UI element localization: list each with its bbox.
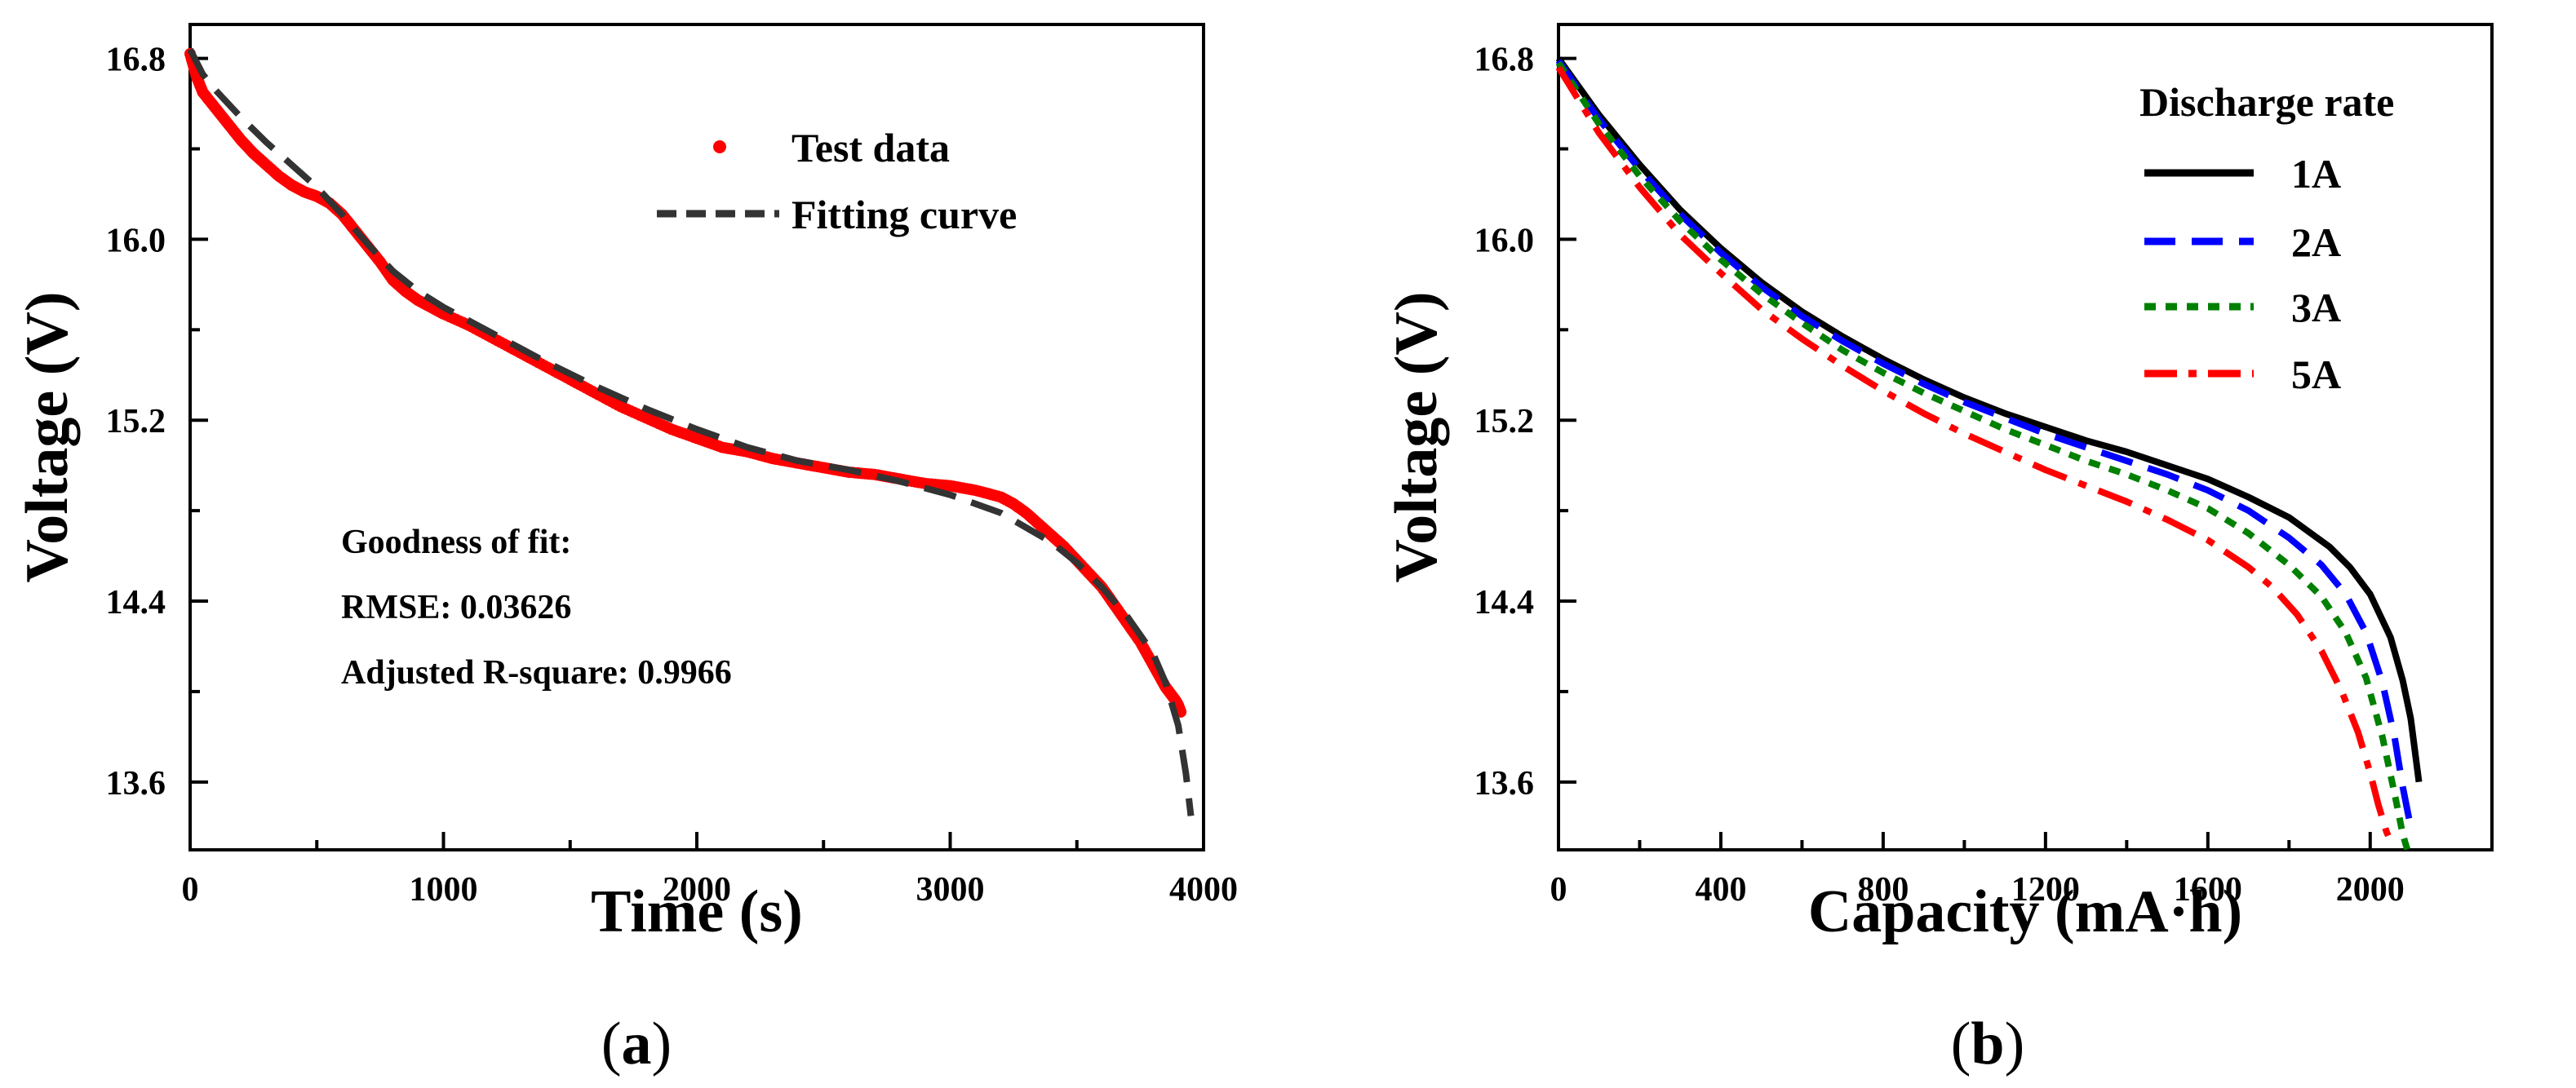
panel-a-x-tick-label: 2000	[663, 871, 731, 909]
panel-a: 0 1000 2000 3000 4000 13.6 14.4 15.2 16.0 16.8 Ti…	[14, 23, 1239, 1077]
panel-a-y-tick-label: 13.6	[106, 765, 166, 803]
legend-title-discharge-rate: Discharge rate	[2139, 79, 2394, 125]
legend-label-fitting-curve: Fitting curve	[791, 192, 1017, 237]
panel-b-y-tick-label: 16.8	[1474, 42, 1535, 79]
panel-b-x-tick-label: 800	[1857, 871, 1909, 909]
panel-b-x-tick-label: 2000	[2336, 871, 2405, 909]
panel-a-x-tick-label: 4000	[1169, 871, 1238, 909]
panel-a-x-axis-label: Time (s)	[591, 878, 803, 945]
series-line-fitting-curve	[187, 47, 1195, 816]
panel-b-ticks: 0 400 800 1200 1600 2000 13.6 14.4 15.2 16.0 16.8	[1474, 42, 2405, 909]
panel-a-series	[184, 47, 1195, 816]
panel-a-legend: Test data Fitting curve	[657, 125, 1017, 237]
panel-a-label-close-paren: )	[652, 1011, 672, 1077]
legend-label-2a: 2A	[2291, 219, 2341, 265]
legend-marker-test-data	[713, 140, 726, 153]
annotation-rmse: RMSE: 0.03626	[341, 589, 571, 626]
series-line-2a	[1555, 59, 2414, 829]
panel-b-y-axis-label: Voltage (V)	[1383, 292, 1450, 583]
panel-a-y-tick-label: 15.2	[106, 403, 166, 440]
panel-a-y-axis-label: Voltage (V)	[14, 292, 81, 583]
panel-a-label-letter: a	[622, 1011, 652, 1077]
annotation-goodness-of-fit: Goodness of fit:	[341, 524, 571, 561]
series-test-data	[184, 48, 1187, 718]
panel-b-plot-frame	[1557, 23, 2494, 851]
panel-b-y-tick-label: 13.6	[1474, 765, 1535, 803]
panel-b-series	[1555, 56, 2423, 856]
panel-b-label-letter: b	[1971, 1011, 2004, 1077]
panel-b-x-tick-label: 1600	[2174, 871, 2242, 909]
series-line-3a	[1555, 60, 2412, 856]
panel-a-x-tick-label: 0	[182, 871, 199, 909]
annotation-adjusted-r-square: Adjusted R-square: 0.9966	[341, 654, 732, 692]
panel-a-label-open-paren: (	[601, 1011, 622, 1077]
series-line-5a	[1555, 65, 2396, 847]
series-line-1a	[1555, 56, 2423, 783]
legend-label-5a: 5A	[2291, 352, 2341, 397]
panel-b-legend: Discharge rate 1A 2A 3A 5A	[2139, 79, 2394, 397]
goodness-of-fit-annotation: Goodness of fit: RMSE: 0.03626 Adjusted …	[341, 524, 732, 692]
panel-a-x-tick-label: 3000	[916, 871, 985, 909]
legend-label-1a: 1A	[2291, 151, 2341, 197]
panel-b-x-tick-label: 0	[1550, 871, 1567, 909]
panel-a-ticks: 0 1000 2000 3000 4000 13.6 14.4 15.2 16.0 16.8	[106, 42, 1239, 909]
panel-b-label-open-paren: (	[1951, 1011, 1971, 1077]
panel-a-label: (a)	[601, 1011, 672, 1077]
panel-b-x-tick-label: 400	[1695, 871, 1746, 909]
panel-b: 0 400 800 1200 1600 200013.614.415.216.016.8 …	[1383, 23, 2494, 1077]
panel-b-x-tick-label: 1200	[2011, 871, 2080, 909]
panel-a-y-tick-label: 14.4	[106, 584, 166, 621]
panel-b-label-close-paren: )	[2005, 1011, 2025, 1077]
panel-a-x-tick-label: 1000	[410, 871, 478, 909]
panel-a-y-tick-label: 16.0	[106, 222, 166, 259]
panel-a-y-tick-label: 16.8	[106, 42, 166, 79]
panel-b-x-axis-label: Capacity (mA·h)	[1808, 878, 2242, 945]
legend-label-3a: 3A	[2291, 285, 2341, 330]
panel-b-label: (b)	[1951, 1011, 2024, 1077]
panel-b-y-tick-label: 14.4	[1474, 584, 1535, 621]
panel-b-y-tick-label: 16.0	[1474, 222, 1535, 259]
panel-b-y-tick-label: 15.2	[1474, 403, 1535, 440]
legend-label-test-data: Test data	[791, 125, 950, 170]
